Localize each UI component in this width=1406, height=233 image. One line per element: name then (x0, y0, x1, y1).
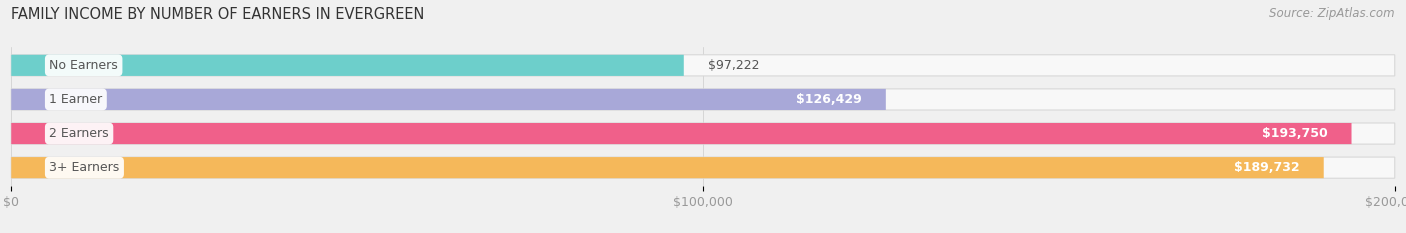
Text: 2 Earners: 2 Earners (49, 127, 108, 140)
Text: $126,429: $126,429 (796, 93, 862, 106)
FancyBboxPatch shape (11, 157, 1395, 178)
FancyBboxPatch shape (11, 123, 1395, 144)
FancyBboxPatch shape (11, 89, 1395, 110)
FancyBboxPatch shape (11, 89, 886, 110)
FancyBboxPatch shape (11, 55, 1395, 76)
FancyBboxPatch shape (11, 123, 1351, 144)
Text: $193,750: $193,750 (1261, 127, 1327, 140)
Text: $97,222: $97,222 (709, 59, 759, 72)
FancyBboxPatch shape (11, 157, 1323, 178)
Text: $189,732: $189,732 (1234, 161, 1299, 174)
Text: 3+ Earners: 3+ Earners (49, 161, 120, 174)
Text: No Earners: No Earners (49, 59, 118, 72)
Text: Source: ZipAtlas.com: Source: ZipAtlas.com (1270, 7, 1395, 20)
FancyBboxPatch shape (11, 55, 683, 76)
Text: 1 Earner: 1 Earner (49, 93, 103, 106)
Text: FAMILY INCOME BY NUMBER OF EARNERS IN EVERGREEN: FAMILY INCOME BY NUMBER OF EARNERS IN EV… (11, 7, 425, 22)
